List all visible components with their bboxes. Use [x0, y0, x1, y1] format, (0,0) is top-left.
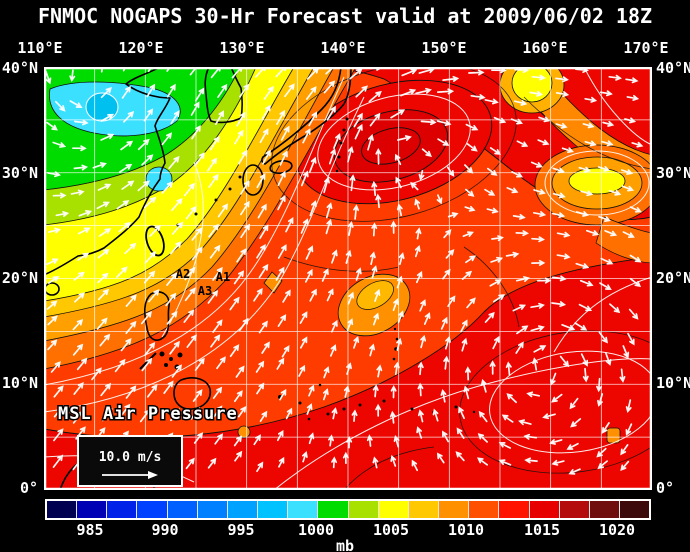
colorbar-cell-14 [469, 501, 500, 518]
black-contours [271, 67, 652, 490]
lat-tick-left-20°N: 20°N [1, 269, 38, 287]
colorbar-cell-13 [439, 501, 470, 518]
colorbar-tick-1005: 1005 [372, 521, 410, 539]
lon-tick-150°E: 150°E [421, 39, 467, 57]
pressure-spot-yellow-ne [511, 67, 553, 103]
lat-tick-left-30°N: 30°N [1, 164, 38, 182]
colorbar-cell-12 [408, 501, 440, 518]
forecast-map: A1 A2 A3 MSL Air Pressure 10.0 m/s [44, 67, 652, 490]
colorbar-cell-9 [318, 501, 349, 518]
colorbar-tick-990: 990 [151, 521, 179, 539]
lat-tick-right-40°N: 40°N [656, 59, 690, 77]
coast-shikoku [269, 159, 293, 175]
coast-korea [204, 67, 243, 124]
wind-speed-legend: 10.0 m/s [77, 435, 183, 487]
coast-taiwan [145, 225, 165, 257]
lat-tick-right-20°N: 20°N [656, 269, 690, 287]
field-label: MSL Air Pressure [58, 404, 238, 424]
page-title: FNMOC NOGAPS 30-Hr Forecast valid at 200… [37, 4, 653, 28]
pressure-colorbar [45, 499, 651, 520]
colorbar-cell-11 [378, 501, 409, 518]
colorbar-cell-0 [47, 501, 78, 518]
storm-label-A2: A2 [176, 267, 190, 281]
wind-legend-label: 10.0 m/s [99, 450, 162, 465]
colorbar-cell-16 [529, 501, 560, 518]
lon-tick-120°E: 120°E [118, 39, 164, 57]
lat-tick-left-0°: 0° [19, 479, 38, 497]
lat-tick-left-10°N: 10°N [1, 374, 38, 392]
colorbar-tick-985: 985 [76, 521, 104, 539]
colorbar-tick-1010: 1010 [447, 521, 485, 539]
storm-label-A1: A1 [216, 270, 230, 284]
pressure-map-canvas: A1 A2 A3 MSL Air Pressure 10.0 m/s [44, 67, 652, 490]
colorbar-cell-5 [197, 501, 228, 518]
storm-label-A3: A3 [198, 284, 212, 298]
colorbar-unit: mb [335, 537, 355, 552]
wind-legend-box [77, 435, 183, 487]
coast-mindanao [173, 377, 212, 410]
colorbar-cell-2 [107, 501, 138, 518]
lon-tick-160°E: 160°E [522, 39, 568, 57]
small-islands [159, 117, 476, 421]
colorbar-cell-4 [167, 501, 198, 518]
colorbar-cell-18 [589, 501, 620, 518]
colorbar-tick-1000: 1000 [297, 521, 335, 539]
colorbar-cell-17 [559, 501, 590, 518]
coast-luzon [144, 291, 170, 341]
lat-tick-right-30°N: 30°N [656, 164, 690, 182]
map-border [44, 67, 652, 490]
colorbar-cell-6 [227, 501, 259, 518]
colorbar-cell-1 [77, 501, 108, 518]
lat-tick-left-40°N: 40°N [1, 59, 38, 77]
colorbar-cell-15 [499, 501, 530, 518]
storm-labels: A1 A2 A3 [176, 267, 230, 298]
lon-tick-130°E: 130°E [219, 39, 265, 57]
colorbar-cell-10 [348, 501, 379, 518]
wind-legend-arrowhead [148, 471, 158, 479]
colorbar-cell-8 [288, 501, 319, 518]
colorbar-cell-7 [258, 501, 289, 518]
lat-tick-right-0°: 0° [656, 479, 675, 497]
pressure-hook-orange [337, 273, 411, 337]
orange-spot-sulu [237, 425, 251, 439]
pressure-spot-yellow-east [568, 167, 626, 195]
colorbar-cell-19 [619, 501, 650, 518]
colorbar-tick-995: 995 [227, 521, 255, 539]
lon-tick-110°E: 110°E [17, 39, 63, 57]
coast-kyushu [242, 164, 264, 196]
lat-tick-right-10°N: 10°N [656, 374, 690, 392]
lon-tick-170°E: 170°E [623, 39, 669, 57]
colorbar-cell-3 [137, 501, 168, 518]
lon-tick-140°E: 140°E [320, 39, 366, 57]
colorbar-tick-1015: 1015 [523, 521, 561, 539]
colorbar-tick-1020: 1020 [598, 521, 636, 539]
